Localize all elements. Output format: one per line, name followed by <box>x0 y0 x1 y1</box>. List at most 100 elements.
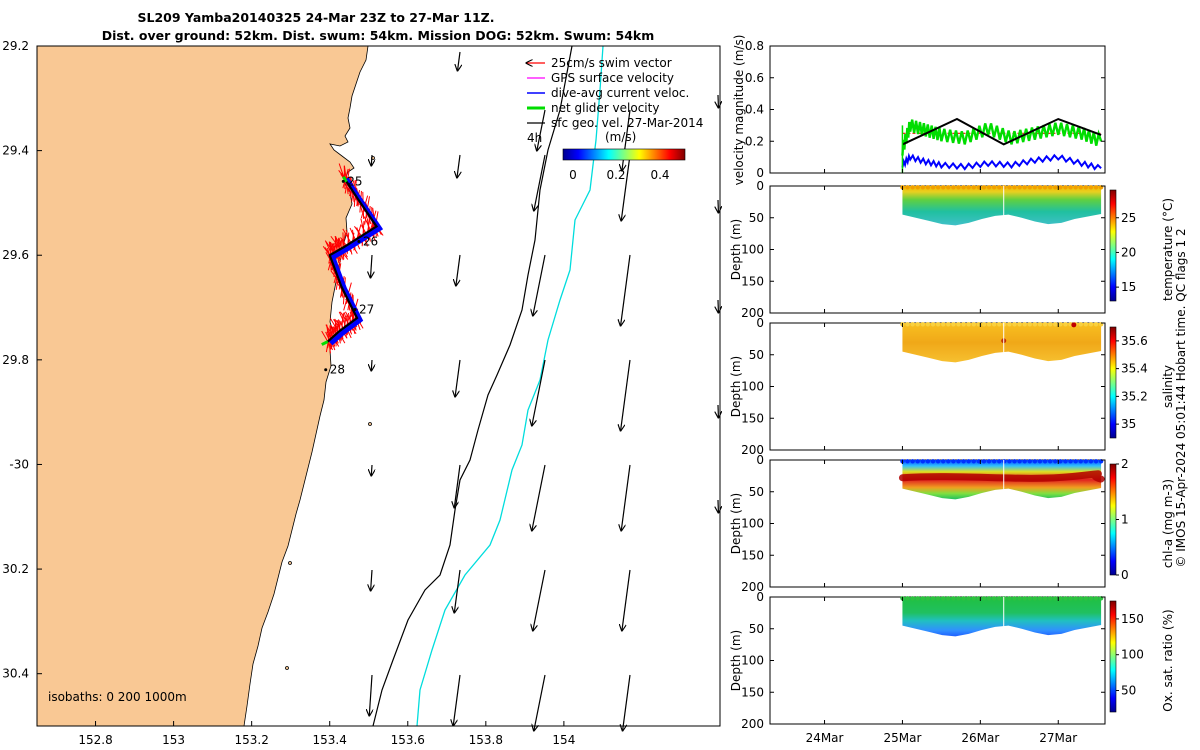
section-surface-sample <box>1022 322 1027 327</box>
section-surface-sample <box>1068 596 1073 601</box>
swim-vector <box>342 232 346 248</box>
colorbar-label: salinity <box>1161 365 1175 408</box>
section-surface-sample <box>1053 322 1058 327</box>
section-ytick-label: 50 <box>749 211 764 225</box>
section-surface-sample <box>997 459 1002 464</box>
section-surface-sample <box>940 185 946 190</box>
velocity-ylabel: velocity magnitude (m/s) <box>732 35 746 186</box>
map-frame <box>36 45 721 727</box>
swim-vector <box>343 315 347 328</box>
section-surface-sample <box>905 322 910 327</box>
geo-velocity-arrow <box>534 154 546 210</box>
colorbar-tick-label: 100 <box>1121 648 1144 662</box>
map-xtick-label: 153.2 <box>234 733 268 747</box>
geo-velocity-arrow <box>623 674 631 730</box>
section-surface-sample <box>986 596 992 601</box>
geo-velocity-arrow <box>621 254 631 325</box>
section-surface-sample <box>1022 459 1027 464</box>
map-ytick-label: 30.4 <box>2 667 29 681</box>
section-surface-sample <box>1017 596 1022 601</box>
geo-velocity-arrow <box>371 154 372 165</box>
section-surface-sample <box>961 459 966 464</box>
swim-vector <box>356 224 362 239</box>
section-ylabel: Depth (m) <box>729 219 743 280</box>
section-surface-sample <box>1088 596 1094 601</box>
section-surface-sample <box>925 322 931 327</box>
section-surface-sample <box>1093 596 1099 601</box>
colorbar-tick-label: 35.6 <box>1121 334 1148 348</box>
section-surface-sample <box>1063 322 1068 327</box>
section-ytick-label: 200 <box>741 306 764 320</box>
section-surface-sample <box>1047 596 1053 601</box>
section-ytick-label: 0 <box>756 453 764 467</box>
section-surface-sample <box>1032 596 1038 601</box>
swim-vector <box>334 322 340 336</box>
section-surface-sample <box>951 185 956 190</box>
section-surface-sample <box>966 185 971 190</box>
section-surface-sample <box>1083 322 1089 327</box>
section-panel: 0 50 100 150 200 Depth (m) 15 20 25 temperature (… <box>729 179 1175 320</box>
section-ylabel: Depth (m) <box>729 493 743 554</box>
legend-net: net glider velocity <box>551 101 659 115</box>
section-surface-sample <box>915 185 920 190</box>
swim-vector <box>334 236 337 253</box>
section-surface-sample <box>1053 185 1058 190</box>
map-xtick-label: 153.8 <box>469 733 503 747</box>
section-surface-sample <box>971 185 976 190</box>
section-panel: 0 50 100 150 200 Depth (m) 50 100 150 Ox. sat. ra… <box>729 590 1175 731</box>
section-surface-sample <box>1053 459 1058 464</box>
section-ylabel: Depth (m) <box>729 356 743 417</box>
map-ytick-label: 29.4 <box>2 144 29 158</box>
section-data-field <box>902 323 1102 363</box>
section-surface-sample <box>905 596 910 601</box>
section-surface-sample <box>986 322 992 327</box>
section-surface-sample <box>946 322 951 327</box>
day-marker <box>324 368 328 372</box>
section-surface-sample <box>1047 459 1053 464</box>
section-surface-sample <box>1063 459 1068 464</box>
day-marker <box>341 179 345 183</box>
section-ytick-label: 150 <box>741 274 764 288</box>
section-data-field <box>902 186 1102 226</box>
section-surface-sample <box>910 459 915 464</box>
section-surface-sample <box>1053 596 1058 601</box>
section-surface-sample <box>1007 596 1012 601</box>
swim-vector <box>345 229 350 244</box>
section-ytick-label: 50 <box>749 622 764 636</box>
section-surface-sample <box>1058 459 1063 464</box>
legend-gps: GPS surface velocity <box>551 71 674 85</box>
section-surface-sample <box>1032 322 1038 327</box>
section-surface-sample <box>966 459 971 464</box>
map-ytick-label: 29.2 <box>2 39 29 53</box>
geo-velocity-arrow <box>537 109 546 150</box>
speed-colorbar <box>562 148 686 161</box>
map-panel: 25 26 27 28 25cm/s swim vector GPS surface … <box>2 39 720 747</box>
section-surface-sample <box>961 596 966 601</box>
swim-vector <box>333 320 337 337</box>
swim-vector <box>338 170 344 178</box>
swim-vector <box>367 221 370 233</box>
geo-velocity-arrow <box>369 674 372 715</box>
section-surface-sample <box>961 322 966 327</box>
section-ytick-label: 50 <box>749 348 764 362</box>
section-surface-sample <box>1037 459 1043 464</box>
section-surface-sample <box>925 596 931 601</box>
swim-vector <box>336 238 340 252</box>
section-ytick-label: 0 <box>756 316 764 330</box>
geo-velocity-arrow <box>622 569 631 630</box>
section-surface-sample <box>1032 185 1038 190</box>
map-ytick-label: -30 <box>9 457 29 471</box>
section-data-field <box>902 597 1102 637</box>
swim-vector <box>351 232 355 242</box>
colorbar-tick-label: 15 <box>1121 280 1136 294</box>
section-surface-sample <box>1002 185 1007 190</box>
day-label: 26 <box>363 235 378 249</box>
swim-vector <box>360 218 365 235</box>
section-colorbar <box>1109 326 1117 439</box>
day-marker <box>353 308 357 312</box>
section-surface-sample <box>946 596 951 601</box>
swim-vector <box>344 182 348 194</box>
section-ytick-label: 200 <box>741 717 764 731</box>
colorbar-tick: 0 <box>569 168 577 182</box>
